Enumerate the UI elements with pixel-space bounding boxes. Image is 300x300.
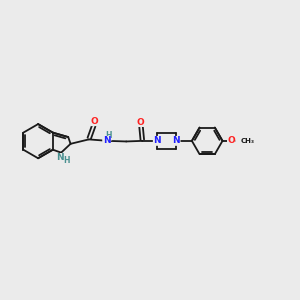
Text: N: N [172,136,180,146]
Text: O: O [227,136,235,146]
Text: N: N [56,153,64,162]
Text: O: O [136,118,144,127]
Text: N: N [103,136,110,146]
Text: H: H [105,131,112,140]
Text: H: H [63,156,70,165]
Text: N: N [153,136,161,146]
Text: O: O [91,117,99,126]
Text: CH₃: CH₃ [240,138,254,144]
